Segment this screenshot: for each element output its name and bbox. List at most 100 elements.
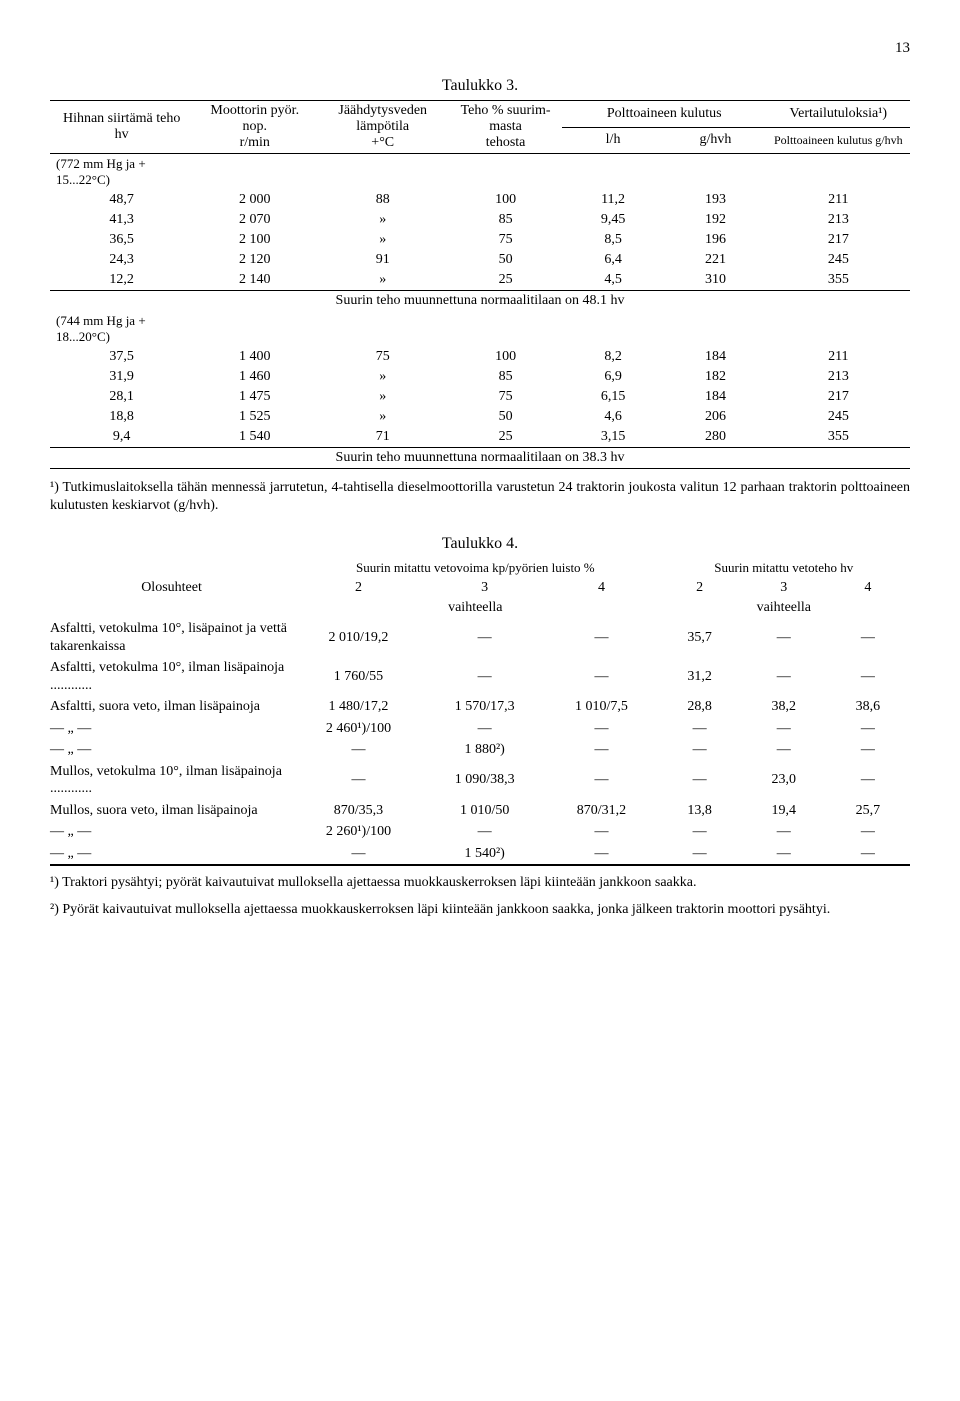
table-cell: 245 bbox=[767, 407, 910, 427]
table-cell: 1 480/17,2 bbox=[293, 696, 424, 718]
table-cell: 4,6 bbox=[562, 407, 664, 427]
table-cell: 221 bbox=[664, 250, 766, 270]
table-row: Asfaltti, vetokulma 10°, ilman lisäpai­n… bbox=[50, 657, 910, 696]
table-row: 18,81 525»504,6206245 bbox=[50, 407, 910, 427]
table-cell: — bbox=[826, 618, 910, 657]
table-cell: 71 bbox=[316, 427, 449, 448]
table-cell: 206 bbox=[664, 407, 766, 427]
table-row: 9,41 54071253,15280355 bbox=[50, 427, 910, 448]
table-cell: 1 010/50 bbox=[424, 800, 546, 822]
table4-footnote1: ¹) Traktori pysähtyi; pyörät kaivautuiva… bbox=[50, 874, 910, 892]
row-label: — „ — bbox=[50, 843, 293, 865]
table-cell: 310 bbox=[664, 270, 766, 291]
table-cell: 2 010/19,2 bbox=[293, 618, 424, 657]
table-cell: — bbox=[658, 718, 742, 740]
table-cell: — bbox=[545, 718, 657, 740]
table-cell: 8,2 bbox=[562, 347, 664, 367]
table-cell: 25 bbox=[449, 270, 562, 291]
row-label: Mullos, vetokulma 10°, ilman lisäpai­noj… bbox=[50, 761, 293, 800]
table-cell: 36,5 bbox=[50, 230, 193, 250]
table-cell: — bbox=[293, 843, 424, 865]
table-row: — „ —2 460¹)/100————— bbox=[50, 718, 910, 740]
table-cell: 25 bbox=[449, 427, 562, 448]
table-cell: 2 260¹)/100 bbox=[293, 821, 424, 843]
table-cell: 355 bbox=[767, 427, 910, 448]
table-cell: — bbox=[826, 821, 910, 843]
table-cell: — bbox=[545, 821, 657, 843]
table-cell: » bbox=[316, 210, 449, 230]
table-cell: — bbox=[293, 761, 424, 800]
t4-h-3b: 3 bbox=[742, 578, 826, 598]
table-4: Olosuhteet Suurin mitattu vetovoima kp/p… bbox=[50, 558, 910, 866]
t3-s1-label: (772 mm Hg ja + 15...22°C) bbox=[50, 154, 193, 191]
table-cell: 2 120 bbox=[193, 250, 316, 270]
table-row: — „ ——1 880²)———— bbox=[50, 739, 910, 761]
table-cell: 184 bbox=[664, 347, 766, 367]
t3-h-col2a: Moottorin pyör. nop. bbox=[210, 103, 299, 134]
table-cell: 193 bbox=[664, 190, 766, 210]
table-cell: 211 bbox=[767, 190, 910, 210]
table-cell: 217 bbox=[767, 230, 910, 250]
table-cell: 48,7 bbox=[50, 190, 193, 210]
table-row: 31,91 460»856,9182213 bbox=[50, 367, 910, 387]
table-cell: — bbox=[742, 843, 826, 865]
table-cell: 2 460¹)/100 bbox=[293, 718, 424, 740]
row-label: Asfaltti, vetokulma 10°, lisäpainot ja v… bbox=[50, 618, 293, 657]
table-3: Hihnan siirtämä teho hv Moottorin pyör. … bbox=[50, 100, 910, 469]
table-cell: 9,4 bbox=[50, 427, 193, 448]
t3-h-col5b: g/hvh bbox=[664, 127, 766, 154]
table-cell: 245 bbox=[767, 250, 910, 270]
table-cell: 8,5 bbox=[562, 230, 664, 250]
table-cell: 85 bbox=[449, 210, 562, 230]
table-cell: 41,3 bbox=[50, 210, 193, 230]
table-cell: 1 400 bbox=[193, 347, 316, 367]
table-cell: 213 bbox=[767, 367, 910, 387]
table-row: Mullos, suora veto, ilman lisäpainoja870… bbox=[50, 800, 910, 822]
t4-h-2a: 2 bbox=[293, 578, 424, 598]
table-cell: 184 bbox=[664, 387, 766, 407]
t3-s1-muun: Suurin teho muunnettuna normaalitilaan o… bbox=[50, 291, 910, 312]
table-cell: 1 090/38,3 bbox=[424, 761, 546, 800]
t4-h-2b: 2 bbox=[658, 578, 742, 598]
table-cell: 12,2 bbox=[50, 270, 193, 291]
table-cell: — bbox=[545, 739, 657, 761]
table-cell: 3,15 bbox=[562, 427, 664, 448]
table-row: Asfaltti, vetokulma 10°, lisäpainot ja v… bbox=[50, 618, 910, 657]
table-cell: — bbox=[658, 739, 742, 761]
table-cell: 6,15 bbox=[562, 387, 664, 407]
table-cell: 1 475 bbox=[193, 387, 316, 407]
table-cell: 50 bbox=[449, 407, 562, 427]
table-cell: 28,8 bbox=[658, 696, 742, 718]
table-cell: 100 bbox=[449, 190, 562, 210]
table-cell: 211 bbox=[767, 347, 910, 367]
t3-h-col6b: Polttoaineen kulutus g/hvh bbox=[767, 127, 910, 154]
table-cell: » bbox=[316, 367, 449, 387]
table-cell: — bbox=[545, 843, 657, 865]
table-cell: 2 100 bbox=[193, 230, 316, 250]
table-cell: — bbox=[424, 718, 546, 740]
table-cell: 91 bbox=[316, 250, 449, 270]
table-cell: 11,2 bbox=[562, 190, 664, 210]
table-cell: — bbox=[658, 843, 742, 865]
row-label: Asfaltti, vetokulma 10°, ilman lisäpai­n… bbox=[50, 657, 293, 696]
page-number: 13 bbox=[50, 40, 910, 57]
table-cell: » bbox=[316, 230, 449, 250]
t4-h-olosuhteet: Olosuhteet bbox=[50, 558, 293, 618]
table-cell: 1 880²) bbox=[424, 739, 546, 761]
t3-h-col3a: Jäähdytys­veden lämpötila bbox=[338, 103, 427, 134]
table-cell: 31,9 bbox=[50, 367, 193, 387]
t3-s2-muun: Suurin teho muunnettuna normaalitilaan o… bbox=[50, 448, 910, 469]
table-cell: 100 bbox=[449, 347, 562, 367]
table-cell: — bbox=[742, 618, 826, 657]
table-cell: 192 bbox=[664, 210, 766, 230]
table-cell: — bbox=[742, 821, 826, 843]
table-cell: — bbox=[826, 739, 910, 761]
table-cell: 23,0 bbox=[742, 761, 826, 800]
t4-h-3a: 3 bbox=[424, 578, 546, 598]
table-cell: 2 000 bbox=[193, 190, 316, 210]
table-cell: 9,45 bbox=[562, 210, 664, 230]
table-cell: » bbox=[316, 407, 449, 427]
table-cell: — bbox=[658, 761, 742, 800]
table-cell: 1 570/17,3 bbox=[424, 696, 546, 718]
table-row: Mullos, vetokulma 10°, ilman lisäpai­noj… bbox=[50, 761, 910, 800]
